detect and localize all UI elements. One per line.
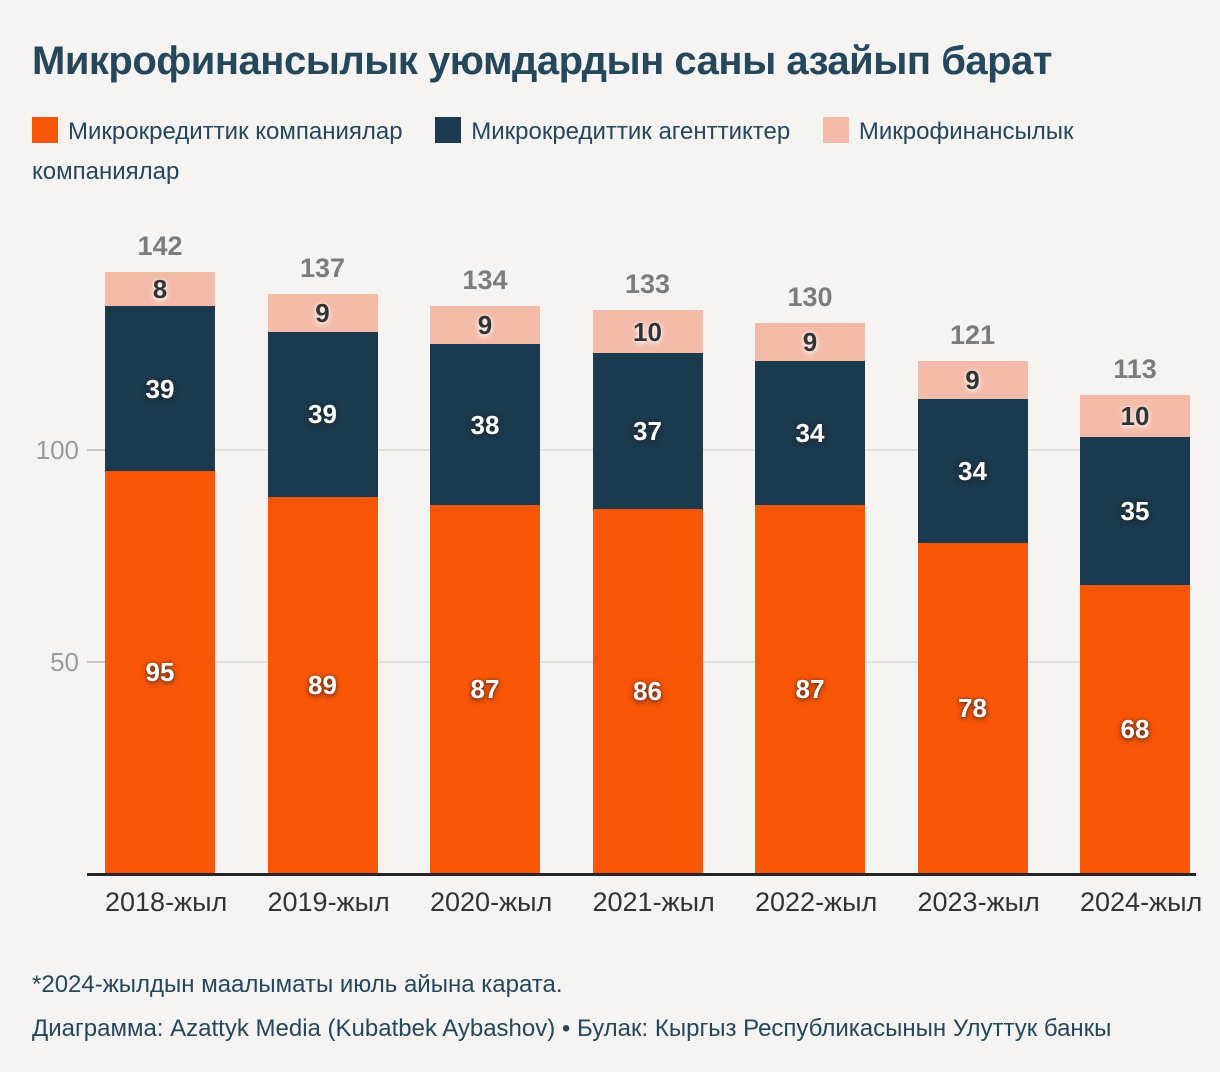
bar-segment: 34 [755,361,865,505]
bar-segment: 10 [1080,395,1190,438]
x-axis-label: 2022-жыл [755,887,878,917]
segment-value-label: 87 [795,674,825,704]
x-axis-line [87,873,1196,876]
x-axis-label: 2023-жыл [917,887,1040,917]
legend-label-microcredit-companies: Микрокредиттик компаниялар [68,118,403,145]
segment-value-label: 37 [633,415,662,446]
bar-group-2023-жыл: 121 9 34 78 [917,230,1028,873]
total-value-label: 142 [137,231,183,262]
bar-segment: 87 [755,505,865,873]
x-axis-label: 2018-жыл [105,887,228,917]
legend-item-microcredit-companies: Микрокредиттик компаниялар [32,117,403,145]
segment-value-label: 68 [1120,714,1150,745]
legend-swatch-orange [32,117,58,143]
credit-source: Диаграмма: Azattyk Media (Kubatbek Aybas… [32,1015,1112,1042]
x-labels: 2018-жыл 2019-жыл 2020-жыл 2021-жыл 2022-жыл… [105,887,1203,918]
segment-value-label: 9 [315,297,330,328]
legend-item-microcredit-agencies: Микрокредиттик агенттиктер [435,117,791,145]
legend-swatch-pink [822,117,849,143]
segment-value-label: 9 [965,365,980,396]
segment-value-label: 86 [633,676,662,707]
segment-value-label: 39 [308,399,337,430]
legend-swatch-navy [435,117,462,143]
segment-value-label: 38 [470,409,500,440]
legend: Микрокредиттик компаниялар Микрокредитти… [32,112,1188,192]
legend-label-microcredit-agencies: Микрокредиттик агенттиктер [471,118,791,145]
bar-segment: 10 [592,310,703,353]
total-value-label: 137 [299,252,346,283]
y-tick-mark-100 [87,449,105,451]
total-value-label: 133 [624,269,671,300]
y-tick-label-100: 100 [35,435,79,465]
segment-value-label: 34 [958,456,987,487]
bar-segment: 78 [917,543,1028,873]
bar-segment: 9 [267,293,378,332]
legend-label-microfinance-companies: Микрофинансылык компаниялар [32,118,1074,185]
x-axis-label: 2024-жыл [1080,887,1203,917]
bar-segment: 89 [267,496,378,873]
bar-group-2022-жыл: 130 9 34 87 [755,230,865,873]
bars: 142 8 39 95 137 9 39 89 134 9 38 87 133 10 37 86 130 9 34 8… [105,230,1190,873]
bar-segment: 38 [430,344,540,505]
bar-group-2018-жыл: 142 8 39 95 [105,230,215,873]
segment-value-label: 10 [633,316,662,347]
bar-segment: 39 [105,306,215,472]
footnote: *2024-жылдын маалыматы июль айына карата… [32,971,563,998]
y-tick-mark-50 [87,660,105,663]
segment-value-label: 10 [1120,401,1150,432]
bar-segment: 37 [592,352,703,510]
bar-group-2024-жыл: 113 10 35 68 [1080,230,1190,873]
segment-value-label: 34 [795,418,825,449]
bar-segment: 95 [105,471,215,873]
total-value-label: 113 [1113,354,1157,385]
legend-item-microfinance-companies: Микрофинансылык компаниялар [32,117,1074,185]
segment-value-label: 89 [308,669,337,700]
bar-segment: 9 [755,323,865,362]
segment-value-label: 9 [802,327,818,358]
total-value-label: 134 [462,265,508,296]
bar-group-2020-жыл: 134 9 38 87 [430,230,540,873]
bar-segment: 39 [267,331,378,497]
total-value-label: 130 [787,282,833,313]
bar-segment: 86 [592,509,703,873]
segment-value-label: 35 [1120,496,1150,527]
segment-value-label: 39 [145,373,175,404]
bar-segment: 9 [917,361,1028,400]
segment-value-label: 9 [477,310,493,341]
bar-segment: 34 [917,399,1028,544]
bar-segment: 35 [1080,437,1190,586]
bar-group-2021-жыл: 133 10 37 86 [592,230,703,873]
bar-segment: 9 [430,306,540,345]
page-title: Микрофинансылык уюмдардын саны азайып ба… [32,39,1052,83]
bar-segment: 87 [430,505,540,873]
segment-value-label: 95 [145,657,175,688]
segment-value-label: 8 [152,274,168,305]
total-value-label: 121 [949,320,996,351]
segment-value-label: 87 [470,674,500,704]
y-tick-label-50: 50 [50,646,79,677]
bar-group-2019-жыл: 137 9 39 89 [267,230,378,873]
bar-segment: 68 [1080,585,1190,873]
chart-plot: 142 8 39 95 137 9 39 89 134 9 38 87 133 10 37 86 130 9 34 8… [36,230,1196,876]
x-axis-label: 2020-жыл [430,887,553,917]
x-axis-label: 2021-жыл [592,887,715,917]
bar-segment: 8 [105,272,215,307]
x-axis-label: 2019-жыл [267,887,390,917]
segment-value-label: 78 [958,693,987,724]
